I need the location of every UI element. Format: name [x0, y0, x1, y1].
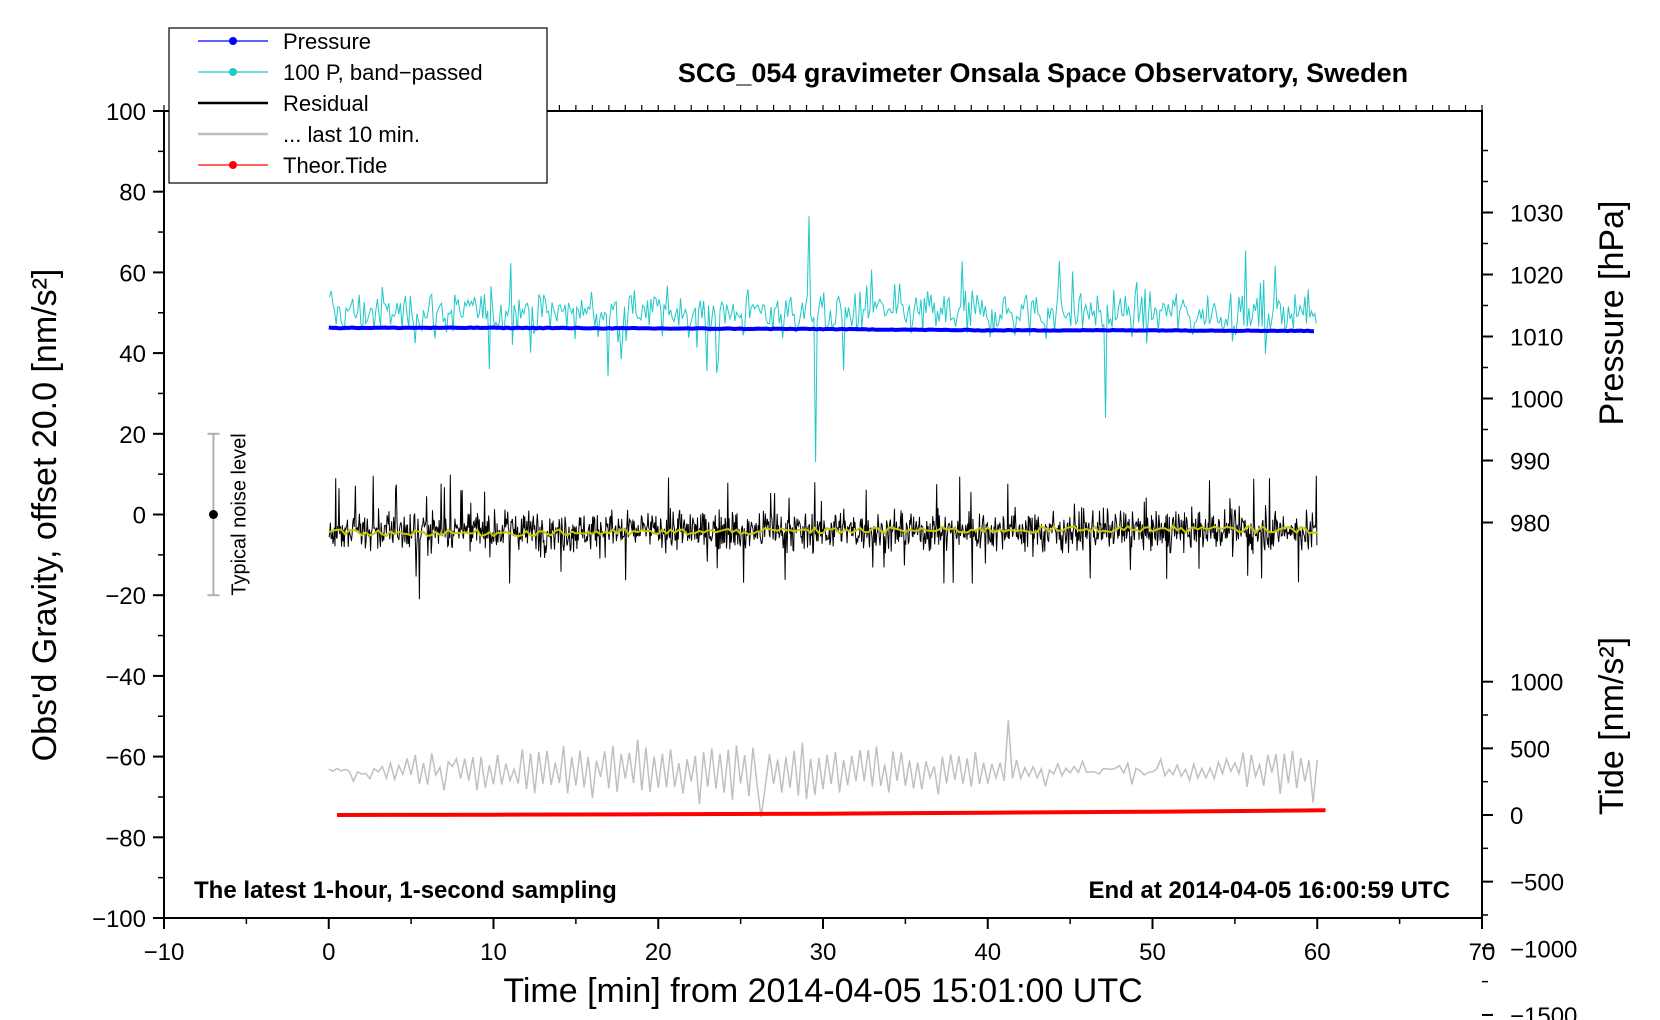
series-last-10-min — [328, 720, 1319, 818]
x-tick-label: 50 — [1139, 939, 1166, 966]
legend-label: Residual — [283, 91, 369, 116]
y-tick-label: 60 — [119, 260, 146, 287]
legend-label: ... last 10 min. — [283, 122, 420, 147]
pressure-tick-label: 1000 — [1510, 387, 1563, 414]
series-band-passed-pressure — [329, 215, 1317, 463]
pressure-tick-label: 1010 — [1510, 325, 1563, 352]
series-residual-smoothed — [328, 524, 1318, 538]
x-tick-label: −10 — [144, 939, 185, 966]
plot-frame — [163, 110, 1483, 919]
legend-swatch-marker — [229, 37, 237, 45]
y-tick-label: −100 — [92, 906, 146, 933]
y-tick-label: 40 — [119, 341, 146, 368]
tide-tick-label: 500 — [1510, 736, 1550, 763]
chart-title: SCG_054 gravimeter Onsala Space Observat… — [678, 58, 1408, 88]
y-tick-label: 0 — [133, 503, 146, 530]
y-tick-label: −20 — [105, 583, 146, 610]
axes-layer: −10 0 10 20 30 40 50 60 70−100−80−60−40−20020406… — [92, 99, 1577, 1020]
pressure-tick-label: 980 — [1510, 511, 1550, 538]
tide-axis-title: Tide [nm/s²] — [1593, 637, 1631, 815]
tide-tick-label: −500 — [1510, 870, 1564, 897]
legend-label: Pressure — [283, 29, 371, 54]
tide-tick-label: −1000 — [1510, 936, 1577, 963]
legend-box — [168, 27, 548, 184]
pressure-tick-label: 990 — [1510, 449, 1550, 476]
y-tick-label: 20 — [119, 422, 146, 449]
y-tick-label: −60 — [105, 745, 146, 772]
x-axis-title: Time [min] from 2014-04-05 15:01:00 UTC — [503, 972, 1142, 1010]
series-theoretical-tide — [336, 808, 1326, 817]
x-tick-label: 10 — [480, 939, 507, 966]
legend-swatch-marker — [229, 68, 237, 76]
sampling-note: The latest 1-hour, 1-second sampling — [194, 877, 617, 904]
x-tick-label: 60 — [1304, 939, 1331, 966]
pressure-tick-label: 1020 — [1510, 263, 1563, 290]
noise-level-label: Typical noise level — [228, 433, 250, 595]
x-tick-label: 70 — [1469, 939, 1496, 966]
series-layer — [328, 215, 1326, 818]
tide-tick-label: 0 — [1510, 803, 1523, 830]
series-residual — [328, 474, 1318, 600]
y-tick-label: 80 — [119, 180, 146, 207]
x-tick-label: 20 — [645, 939, 672, 966]
x-tick-label: 0 — [322, 939, 335, 966]
pressure-axis-title: Pressure [hPa] — [1593, 201, 1631, 426]
tide-tick-label: −1500 — [1510, 1003, 1577, 1020]
legend-swatch-marker — [229, 161, 237, 169]
y-tick-label: −80 — [105, 825, 146, 852]
y-tick-label: 100 — [106, 99, 146, 126]
legend-label: Theor.Tide — [283, 153, 387, 178]
y-axis-left-title: Obs'd Gravity, offset 20.0 [nm/s²] — [26, 269, 64, 762]
legend: Pressure 100 P, band−passed Residual ... la… — [168, 27, 548, 184]
noise-bar-center-point — [208, 510, 218, 519]
legend-label: 100 P, band−passed — [283, 60, 483, 85]
pressure-tick-label: 1030 — [1510, 201, 1563, 228]
noise-level-indicator: Typical noise level — [207, 432, 250, 597]
y-tick-label: −40 — [105, 664, 146, 691]
x-tick-label: 30 — [810, 939, 837, 966]
series-pressure — [328, 325, 1315, 334]
tide-tick-label: 1000 — [1510, 670, 1563, 697]
end-time-note: End at 2014-04-05 16:00:59 UTC — [1089, 877, 1451, 904]
x-tick-label: 40 — [974, 939, 1001, 966]
